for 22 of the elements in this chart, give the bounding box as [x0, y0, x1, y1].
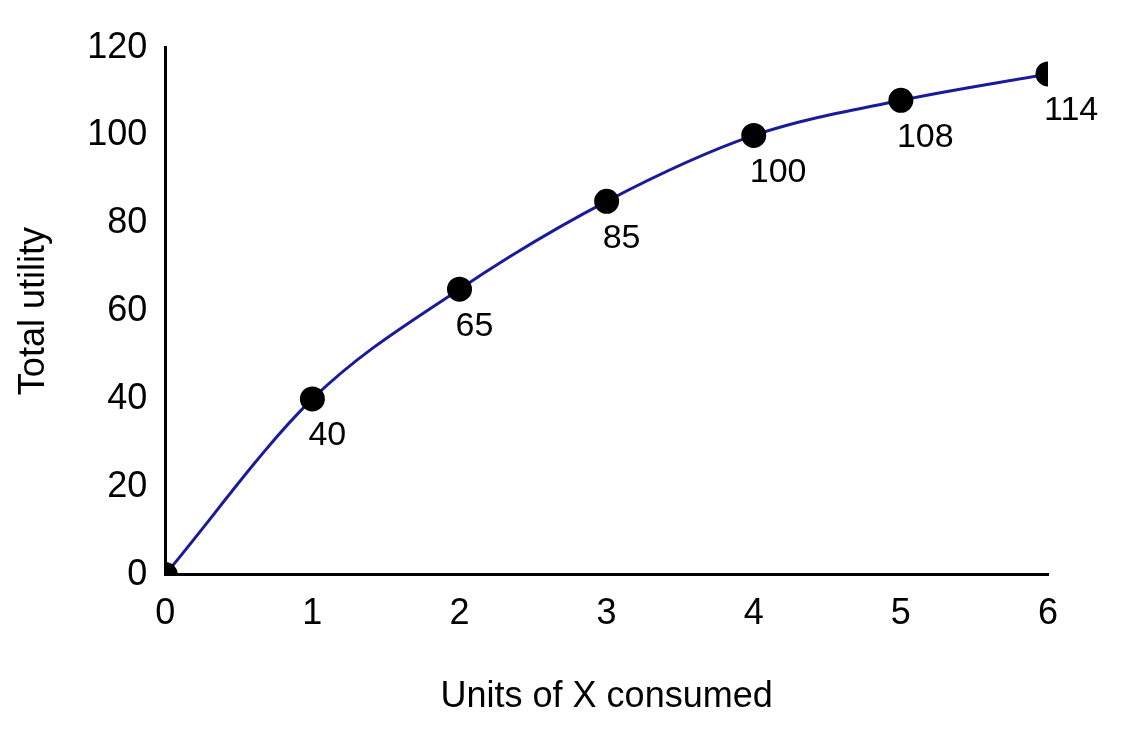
data-label: 100 [749, 150, 807, 189]
x-tick-label: 5 [890, 591, 911, 633]
x-axis-title: Units of X consumed [440, 674, 773, 716]
data-label: 114 [1044, 89, 1099, 128]
x-tick-label: 1 [302, 591, 323, 633]
y-tick-label: 100 [87, 112, 148, 154]
y-tick-label: 0 [127, 551, 148, 593]
data-label: 40 [308, 414, 347, 453]
y-axis-title: Total utility [10, 227, 52, 396]
x-tick-label: 6 [1037, 591, 1059, 633]
y-tick-label: 40 [107, 375, 148, 417]
y-tick-label: 120 [87, 24, 148, 66]
y-tick-label: 60 [107, 288, 148, 330]
data-label: 85 [602, 216, 641, 255]
y-tick-label: 80 [107, 200, 148, 242]
x-tick-label: 0 [155, 591, 176, 633]
x-tick-label: 4 [743, 591, 764, 633]
data-label: 65 [455, 304, 494, 343]
data-label: 108 [896, 115, 954, 154]
y-tick-label: 20 [107, 463, 148, 505]
x-tick-label: 2 [449, 591, 470, 633]
x-tick-label: 3 [596, 591, 617, 633]
